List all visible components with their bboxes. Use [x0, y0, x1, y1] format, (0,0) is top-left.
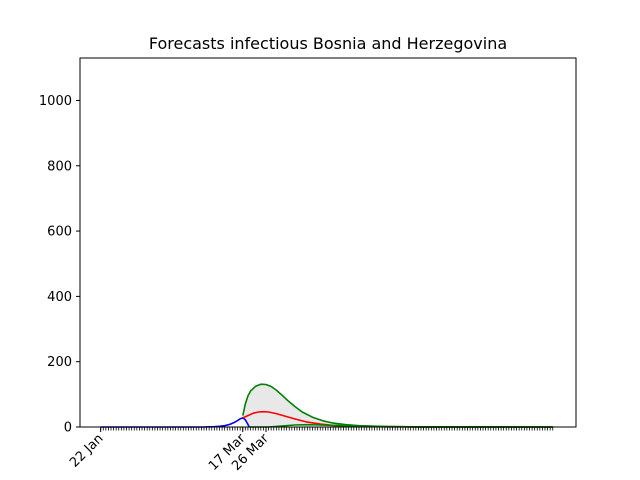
y-tick-label: 800 — [47, 159, 72, 174]
y-tick-label: 400 — [47, 290, 72, 305]
y-tick-label: 0 — [64, 421, 72, 436]
y-tick-label: 1000 — [39, 94, 72, 109]
y-tick-label: 600 — [47, 225, 72, 240]
chart-title: Forecasts infectious Bosnia and Herzegov… — [149, 34, 507, 53]
y-tick-label: 200 — [47, 355, 72, 370]
